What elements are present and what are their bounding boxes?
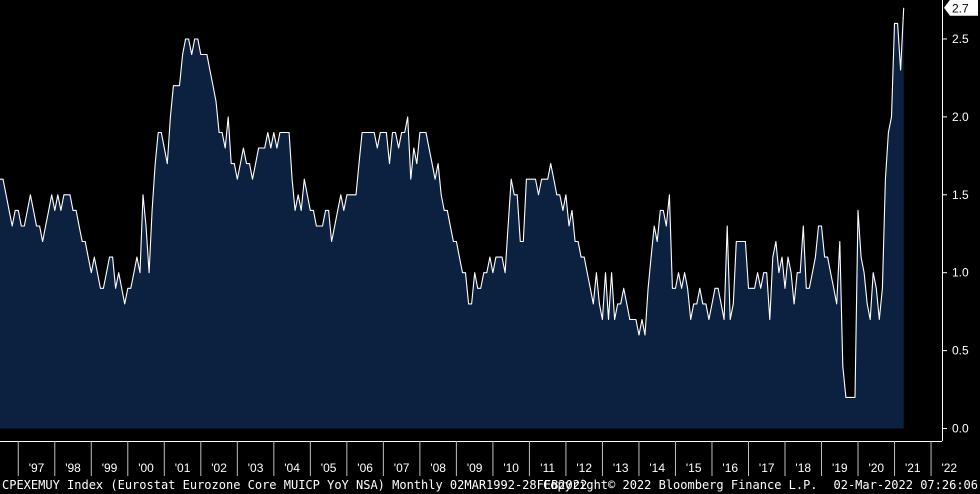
footer-ticker-description: CPEXEMUY Index (Eurostat Eurozone Core M…	[2, 478, 588, 492]
x-tick-label: '21	[905, 461, 921, 475]
series-line	[0, 7, 905, 398]
plot-area	[0, 7, 905, 429]
x-tick-label: '97	[29, 461, 45, 475]
x-tick-label: '12	[576, 461, 592, 475]
chart-footer: CPEXEMUY Index (Eurostat Eurozone Core M…	[0, 476, 980, 494]
x-tick-label: '02	[211, 461, 227, 475]
x-tick-label: '11	[540, 461, 555, 475]
last-value-label: 2.7	[944, 0, 978, 16]
x-tick-label: '04	[284, 461, 300, 475]
x-tick-label: '03	[248, 461, 264, 475]
x-tick-label: '09	[467, 461, 483, 475]
chart: 0.0 0.5 1.0 1.5 2.0 2.5 '97 '98 '99 '00 '01 '02 '03…	[0, 0, 978, 476]
x-tick-label: '16	[722, 461, 738, 475]
last-value-tag	[944, 0, 978, 16]
x-tick-label: '08	[430, 461, 446, 475]
series-area	[0, 7, 904, 429]
x-tick-label: '01	[175, 461, 191, 475]
y-tick-label: 1.5	[952, 188, 969, 202]
x-tick-label: '00	[138, 461, 154, 475]
x-tick-label: '06	[357, 461, 373, 475]
x-tick-label: '98	[65, 461, 81, 475]
x-tick-label: '20	[868, 461, 884, 475]
x-tick-label: '14	[649, 461, 665, 475]
footer-copyright: Copyright© 2022 Bloomberg Finance L.P.	[543, 478, 818, 492]
x-tick-label: '99	[102, 461, 118, 475]
y-axis: 0.0 0.5 1.0 1.5 2.0 2.5	[942, 0, 969, 441]
footer-timestamp: 02-Mar-2022 07:26:06	[833, 478, 979, 492]
x-tick-label: '10	[503, 461, 519, 475]
y-tick-label: 0.5	[952, 344, 969, 358]
y-tick-label: 0.0	[952, 422, 969, 436]
x-axis: '97 '98 '99 '00 '01 '02 '03 '04 '05 '06 '07 '08 '09 '…	[0, 441, 957, 476]
y-tick-label: 2.0	[952, 110, 969, 124]
y-tick-label: 2.5	[952, 32, 969, 46]
x-tick-label: '18	[795, 461, 811, 475]
last-value-text: 2.7	[952, 1, 969, 15]
x-tick-label: '17	[759, 461, 775, 475]
y-tick-label: 1.0	[952, 266, 969, 280]
x-tick-label: '22	[941, 461, 957, 475]
x-tick-label: '05	[321, 461, 337, 475]
x-tick-label: '15	[686, 461, 702, 475]
x-tick-label: '19	[832, 461, 848, 475]
x-tick-label: '07	[394, 461, 410, 475]
x-tick-label: '13	[613, 461, 629, 475]
